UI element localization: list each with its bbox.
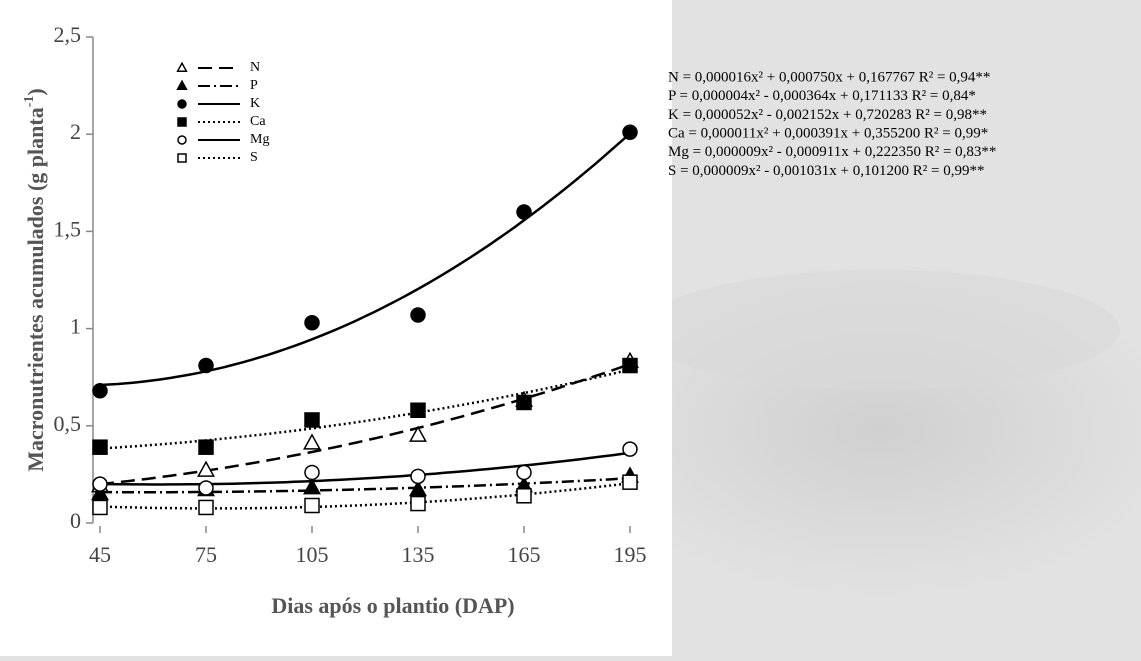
y-tick-label: 1 <box>70 314 81 339</box>
marker <box>199 359 213 373</box>
marker <box>517 465 531 479</box>
marker <box>305 465 319 479</box>
y-tick-label: 0,5 <box>54 411 82 436</box>
y-tick-label: 1,5 <box>54 216 82 241</box>
legend-marker <box>178 118 186 126</box>
marker <box>411 469 425 483</box>
marker <box>305 499 319 513</box>
legend-label: K <box>250 96 260 111</box>
marker <box>411 403 425 417</box>
watermark <box>640 270 1120 390</box>
legend-label: Ca <box>250 114 266 129</box>
marker <box>305 316 319 330</box>
x-tick-label: 165 <box>508 542 541 567</box>
y-axis-title: Macronutrientes acumulados (g planta-1) <box>22 88 48 471</box>
marker <box>305 413 319 427</box>
equation: P = 0,000004x² - 0,000364x + 0,171133 R²… <box>668 88 976 104</box>
marker <box>199 500 213 514</box>
chart: Macronutrientes acumulados (g planta-1) … <box>0 0 1141 661</box>
marker <box>93 440 107 454</box>
equation: S = 0,000009x² - 0,001031x + 0,101200 R²… <box>668 163 984 179</box>
equation: Ca = 0,000011x² + 0,000391x + 0,355200 R… <box>668 126 988 142</box>
y-tick-label: 0 <box>70 508 81 533</box>
x-tick-label: 75 <box>195 542 217 567</box>
legend-label: S <box>250 150 258 165</box>
marker <box>517 205 531 219</box>
marker <box>93 500 107 514</box>
marker <box>411 308 425 322</box>
y-axis-title-sup: -1 <box>22 96 37 108</box>
marker <box>411 497 425 511</box>
y-axis-title-end: ) <box>23 88 48 95</box>
x-axis-title: Dias após o plantio (DAP) <box>271 593 514 618</box>
y-tick-label: 2 <box>70 119 81 144</box>
marker <box>623 475 637 489</box>
equation: Mg = 0,000009x² - 0,000911x + 0,222350 R… <box>668 144 996 160</box>
marker <box>517 395 531 409</box>
legend-label: N <box>250 60 260 75</box>
marker <box>623 442 637 456</box>
legend-label: P <box>250 78 258 93</box>
legend-marker <box>178 100 186 108</box>
marker <box>93 384 107 398</box>
marker <box>199 481 213 495</box>
y-axis-title-text: Macronutrientes acumulados (g planta <box>23 107 48 471</box>
legend-marker <box>178 136 186 144</box>
legend-label: Mg <box>250 132 269 147</box>
marker <box>517 489 531 503</box>
x-tick-label: 45 <box>89 542 111 567</box>
equation: K = 0,000052x² - 0,002152x + 0,720283 R²… <box>668 107 987 123</box>
x-tick-label: 195 <box>614 542 647 567</box>
legend-marker <box>178 154 186 162</box>
equation: N = 0,000016x² + 0,000750x + 0,167767 R²… <box>668 69 990 85</box>
marker <box>93 477 107 491</box>
y-tick-label: 2,5 <box>54 22 82 47</box>
marker <box>199 440 213 454</box>
marker <box>623 359 637 373</box>
x-tick-label: 135 <box>402 542 435 567</box>
page: Macronutrientes acumulados (g planta-1) … <box>0 0 1141 661</box>
x-tick-label: 105 <box>296 542 329 567</box>
marker <box>623 125 637 139</box>
